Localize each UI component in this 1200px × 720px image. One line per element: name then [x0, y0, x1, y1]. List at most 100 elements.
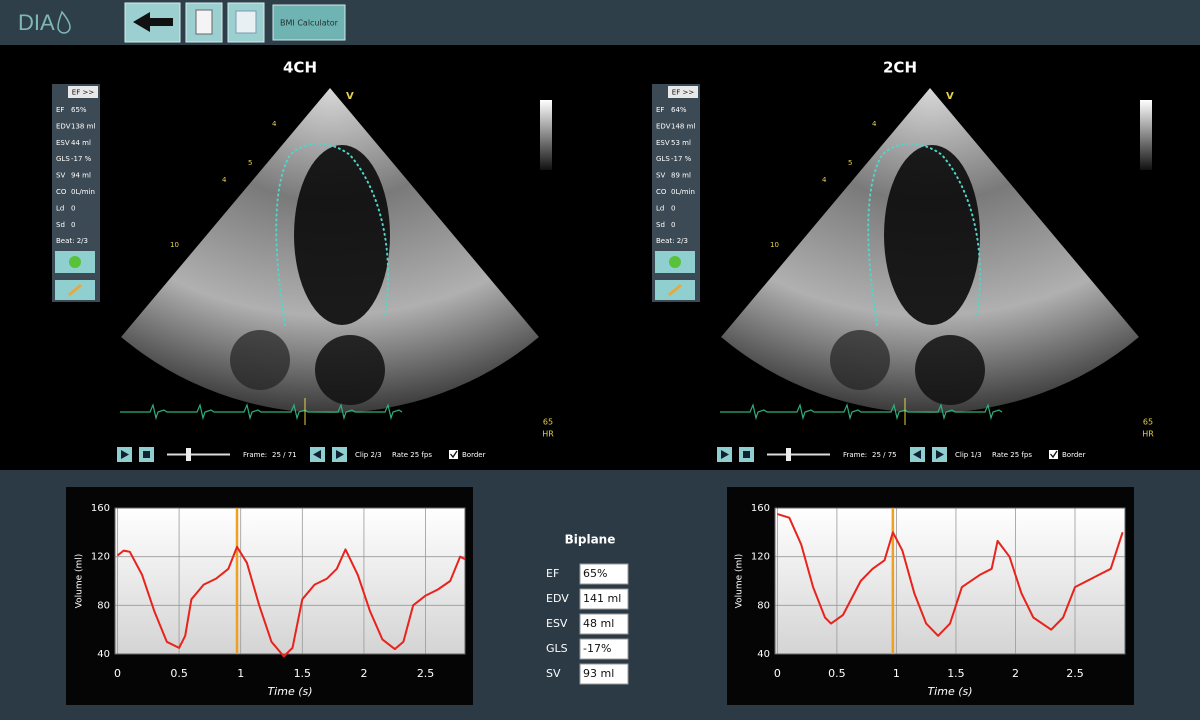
y-tick-label: 160 — [751, 503, 770, 514]
measure-value: 65% — [71, 106, 87, 114]
measure-value: 0L/min — [71, 188, 95, 196]
atrium — [915, 335, 985, 405]
biplane-label: SV — [546, 667, 561, 680]
x-axis-label: Time (s) — [927, 685, 972, 698]
border-checkbox[interactable] — [449, 450, 458, 459]
border-label: Border — [462, 451, 486, 459]
x-axis-label: Time (s) — [267, 685, 312, 698]
biplane-value: 93 ml — [583, 667, 614, 680]
depth-label: 10 — [170, 241, 179, 249]
measure-value: 53 ml — [671, 139, 691, 147]
measure-value: -17 % — [71, 155, 92, 163]
x-tick-label: 1 — [893, 667, 900, 680]
measure-label: ESV — [56, 139, 70, 147]
y-axis-label: Volume (ml) — [75, 554, 85, 609]
y-tick-label: 160 — [91, 503, 110, 514]
measure-label: Ld — [656, 204, 664, 212]
x-tick-label: 0.5 — [828, 667, 846, 680]
border-label: Border — [1062, 451, 1086, 459]
measure-label: GLS — [56, 155, 70, 163]
save-icon — [235, 10, 257, 34]
hr-label: HR — [1142, 430, 1154, 439]
measure-label: CO — [656, 188, 667, 196]
ventricle — [294, 145, 390, 325]
frame-slider-thumb[interactable] — [786, 448, 791, 461]
ecg-trace — [120, 403, 403, 421]
edit-icon — [668, 283, 682, 297]
frame-value: 25 / 71 — [272, 451, 297, 459]
ef-toggle[interactable] — [668, 86, 698, 98]
frame-value: 25 / 75 — [872, 451, 897, 459]
lv-contour — [275, 142, 390, 326]
measure-label: EDV — [56, 122, 71, 130]
y-tick-label: 40 — [757, 649, 770, 660]
measure-value: 0 — [671, 204, 675, 212]
ef-toggle-label: EF >> — [672, 89, 695, 97]
x-tick-label: 2 — [360, 667, 367, 680]
y-tick-label: 80 — [757, 600, 770, 611]
measure-label: EDV — [656, 122, 671, 130]
biplane-value: -17% — [583, 642, 611, 655]
view-title: 2CH — [883, 59, 917, 77]
atrium — [830, 330, 890, 390]
bmi-button[interactable] — [272, 4, 346, 41]
next-icon — [336, 450, 344, 459]
y-tick-label: 40 — [97, 649, 110, 660]
ventricle — [884, 145, 980, 325]
biplane-box — [579, 638, 629, 660]
biplane-label: EDV — [546, 592, 569, 605]
measure-label: Sd — [56, 221, 65, 229]
biplane-box — [579, 663, 629, 685]
depth-label: 4 — [222, 176, 227, 184]
x-tick-label: 0 — [114, 667, 121, 680]
plot-frame — [774, 507, 1126, 655]
border-checkbox[interactable] — [1049, 450, 1058, 459]
frame-label: Frame: — [843, 451, 867, 459]
x-tick-label: 1 — [237, 667, 244, 680]
plot-area — [775, 508, 1125, 654]
x-tick-label: 1.5 — [947, 667, 965, 680]
x-tick-label: 1.5 — [294, 667, 312, 680]
apex-marker: V — [346, 91, 354, 102]
measure-label: EF — [56, 106, 64, 114]
depth-label: 4 — [872, 120, 877, 128]
prev-icon — [313, 450, 321, 459]
measure-label: ESV — [656, 139, 670, 147]
biplane-box — [579, 613, 629, 635]
play-icon — [721, 450, 729, 459]
depth-label: 10 — [770, 241, 779, 249]
measure-value: 0 — [671, 221, 675, 229]
measure-value: 64% — [671, 106, 687, 114]
grayscale-bar — [540, 100, 552, 170]
hr-label: HR — [542, 430, 554, 439]
measure-label: Ld — [56, 204, 64, 212]
measure-value: 0 — [71, 221, 75, 229]
biplane-value: 141 ml — [583, 592, 621, 605]
depth-label: 5 — [848, 159, 852, 167]
stop-icon — [743, 451, 750, 458]
bmi-button-label: BMI Calculator — [280, 19, 339, 28]
measure-label: GLS — [656, 155, 670, 163]
measure-value: 138 ml — [71, 122, 95, 130]
y-tick-label: 80 — [97, 600, 110, 611]
ecg-trace — [720, 403, 1003, 421]
biplane-label: EF — [546, 567, 559, 580]
prev-icon — [913, 450, 921, 459]
back-arrow — [133, 12, 173, 32]
biplane-value: 48 ml — [583, 617, 614, 630]
depth-label: 5 — [248, 159, 252, 167]
measure-value: -17 % — [671, 155, 692, 163]
clip-label: Clip 2/3 — [355, 451, 382, 459]
biplane-value: 65% — [583, 567, 607, 580]
lv-contour — [867, 142, 982, 326]
ef-toggle[interactable] — [68, 86, 98, 98]
frame-slider-thumb[interactable] — [186, 448, 191, 461]
logo-icon — [57, 10, 71, 34]
x-tick-label: 0 — [774, 667, 781, 680]
y-tick-label: 120 — [91, 552, 110, 563]
clipboard-icon — [195, 9, 213, 35]
measure-label: SV — [656, 172, 665, 180]
logo: DIA — [18, 10, 55, 35]
biplane-label: GLS — [546, 642, 568, 655]
